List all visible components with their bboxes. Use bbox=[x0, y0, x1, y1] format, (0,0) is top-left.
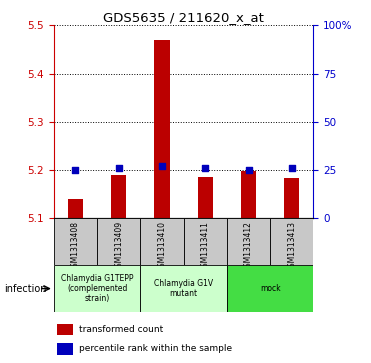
Bar bbox=[198, 177, 213, 218]
Text: GSM1313408: GSM1313408 bbox=[71, 221, 80, 272]
Text: GSM1313412: GSM1313412 bbox=[244, 221, 253, 272]
Bar bbox=[270, 218, 313, 265]
Bar bbox=[154, 40, 170, 218]
Bar bbox=[97, 218, 140, 265]
Point bbox=[202, 165, 208, 171]
Point bbox=[72, 167, 78, 172]
Point bbox=[289, 165, 295, 171]
Bar bbox=[241, 171, 256, 218]
Point bbox=[116, 165, 122, 171]
Text: GSM1313413: GSM1313413 bbox=[288, 221, 296, 272]
Bar bbox=[54, 265, 140, 312]
Bar bbox=[57, 343, 73, 355]
Text: GSM1313410: GSM1313410 bbox=[158, 221, 167, 272]
Bar bbox=[140, 265, 227, 312]
Text: GSM1313411: GSM1313411 bbox=[201, 221, 210, 272]
Bar bbox=[227, 218, 270, 265]
Text: GSM1313409: GSM1313409 bbox=[114, 221, 123, 272]
Text: Chlamydia G1V
mutant: Chlamydia G1V mutant bbox=[154, 279, 213, 298]
Text: infection: infection bbox=[4, 284, 46, 294]
Bar bbox=[54, 218, 97, 265]
Text: Chlamydia G1TEPP
(complemented
strain): Chlamydia G1TEPP (complemented strain) bbox=[61, 274, 133, 303]
Bar bbox=[57, 324, 73, 335]
Bar bbox=[184, 218, 227, 265]
Point bbox=[159, 163, 165, 169]
Bar bbox=[111, 175, 126, 218]
Text: percentile rank within the sample: percentile rank within the sample bbox=[79, 344, 232, 354]
Text: mock: mock bbox=[260, 284, 280, 293]
Bar bbox=[227, 265, 313, 312]
Point bbox=[246, 167, 252, 172]
Text: transformed count: transformed count bbox=[79, 325, 163, 334]
Bar bbox=[68, 199, 83, 218]
Title: GDS5635 / 211620_x_at: GDS5635 / 211620_x_at bbox=[103, 11, 264, 24]
Bar bbox=[140, 218, 184, 265]
Bar bbox=[284, 178, 299, 218]
